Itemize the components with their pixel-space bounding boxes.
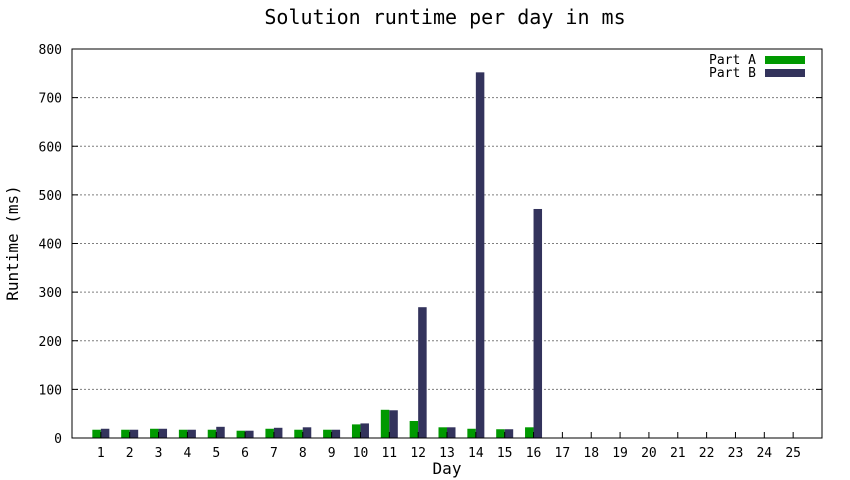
bar-part-b: [418, 307, 427, 438]
x-tick-label: 17: [555, 446, 571, 461]
legend-label: Part A: [709, 53, 756, 68]
x-tick-label: 14: [468, 446, 484, 461]
bar-part-b: [158, 428, 168, 438]
x-tick-label: 18: [583, 446, 599, 461]
x-tick-label: 8: [299, 446, 307, 461]
bar-part-a: [351, 424, 361, 438]
x-tick-label: 7: [270, 446, 278, 461]
bar-part-a: [178, 429, 188, 438]
x-tick-label: 2: [126, 446, 134, 461]
x-tick-label: 16: [526, 446, 542, 461]
bar-part-a: [92, 429, 101, 438]
legend-swatch: [765, 69, 805, 77]
bar-part-a: [236, 430, 246, 438]
x-tick-label: 4: [183, 446, 191, 461]
bar-part-b: [447, 427, 456, 438]
x-axis-ticks: 1 2 3 4 5 6 7 8 9 10 11 12 13 14 15 16 17 18 19 20 21 22 23 24 2…: [97, 432, 801, 461]
x-tick-label: 5: [212, 446, 220, 461]
y-tick-label: 800: [39, 43, 62, 58]
bar-part-b: [504, 429, 514, 438]
bar-part-a: [438, 427, 447, 438]
x-tick-label: 25: [785, 446, 801, 461]
x-tick-label: 3: [155, 446, 163, 461]
x-tick-label: 24: [756, 446, 772, 461]
bar-part-b: [360, 423, 369, 438]
y-axis-ticks: 0 100 200 300 400 500 600 700 800: [39, 43, 822, 447]
legend-label: Part B: [709, 66, 756, 81]
bar-part-a: [265, 428, 274, 438]
bar-part-b: [331, 429, 341, 438]
y-tick-label: 400: [39, 238, 62, 253]
bar-part-a: [525, 427, 534, 438]
bar-part-b: [302, 427, 312, 438]
bar-part-b: [216, 426, 225, 438]
bar-part-a: [207, 429, 217, 438]
bars: [92, 72, 543, 438]
y-tick-label: 700: [39, 92, 62, 107]
x-tick-label: 22: [699, 446, 715, 461]
x-tick-label: 6: [241, 446, 249, 461]
x-tick-label: 9: [328, 446, 336, 461]
bar-part-a: [409, 420, 419, 438]
x-tick-label: 10: [353, 446, 369, 461]
x-tick-label: 23: [728, 446, 744, 461]
bar-part-a: [496, 429, 505, 438]
bar-part-b: [273, 427, 283, 438]
x-tick-label: 19: [612, 446, 628, 461]
x-tick-label: 11: [381, 446, 397, 461]
y-tick-label: 500: [39, 189, 62, 204]
y-tick-label: 200: [39, 335, 62, 350]
y-tick-label: 300: [39, 286, 62, 301]
bar-part-a: [294, 429, 303, 438]
x-tick-label: 15: [497, 446, 513, 461]
bar-part-b: [245, 430, 254, 438]
gridlines: [72, 97, 822, 390]
bar-part-a: [380, 409, 390, 438]
bar-part-a: [467, 428, 476, 438]
legend-swatch: [765, 56, 805, 64]
y-tick-label: 100: [39, 383, 62, 398]
bar-part-b: [475, 72, 485, 438]
chart-title: Solution runtime per day in ms: [264, 5, 625, 29]
bar-part-b: [187, 429, 196, 438]
y-tick-label: 0: [54, 432, 62, 447]
bar-part-b: [100, 428, 110, 438]
x-tick-label: 1: [97, 446, 105, 461]
x-tick-label: 12: [410, 446, 426, 461]
bar-part-b: [129, 429, 139, 438]
x-tick-label: 13: [439, 446, 455, 461]
bar-part-a: [150, 428, 159, 438]
bar-part-b: [389, 410, 398, 438]
x-tick-label: 21: [670, 446, 686, 461]
y-axis-label: Runtime (ms): [3, 185, 22, 301]
bar-part-a: [323, 429, 332, 438]
bar-part-b: [533, 208, 543, 438]
y-tick-label: 600: [39, 140, 62, 155]
x-tick-label: 20: [641, 446, 657, 461]
x-axis-label: Day: [433, 459, 462, 478]
bar-part-a: [121, 429, 130, 438]
